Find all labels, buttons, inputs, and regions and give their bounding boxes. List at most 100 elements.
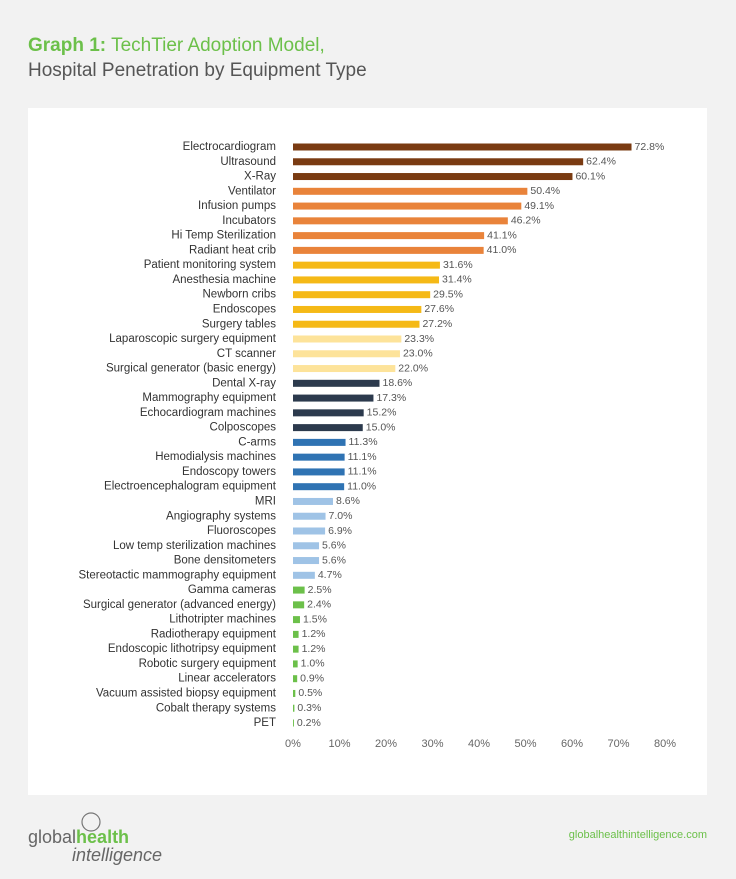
- value-label: 0.2%: [297, 717, 321, 729]
- value-label: 31.4%: [442, 274, 472, 286]
- y-tick-label: Electroencephalogram equipment: [104, 481, 277, 493]
- bar: [293, 557, 320, 565]
- bar: [293, 424, 363, 432]
- y-tick-label: Radiotherapy equipment: [151, 628, 277, 640]
- value-label: 11.1%: [348, 466, 377, 478]
- bar: [293, 365, 396, 373]
- value-label: 7.0%: [329, 510, 353, 522]
- value-label: 22.0%: [398, 362, 428, 374]
- y-tick-label: Robotic surgery equipment: [139, 658, 277, 670]
- bar: [293, 320, 420, 328]
- y-tick-label: Patient monitoring system: [144, 259, 276, 271]
- value-label: 23.0%: [403, 348, 433, 360]
- y-tick-label: Colposcopes: [210, 422, 277, 434]
- y-tick-label: PET: [254, 717, 276, 729]
- value-label: 17.3%: [376, 392, 406, 404]
- value-label: 18.6%: [382, 377, 412, 389]
- bar: [293, 571, 315, 579]
- bar: [293, 689, 296, 697]
- bar: [293, 468, 345, 476]
- bar: [293, 217, 508, 225]
- chart-title: TechTier Adoption Model,: [111, 35, 325, 56]
- y-tick-label: Endoscopes: [213, 303, 277, 315]
- value-label: 27.2%: [422, 318, 452, 330]
- bar: [293, 276, 440, 284]
- value-label: 23.3%: [404, 333, 434, 345]
- y-tick-label: Newborn cribs: [203, 289, 277, 301]
- logo-health: health: [76, 827, 129, 847]
- y-tick-label: Lithotripter machines: [169, 614, 276, 626]
- y-tick-label: Anesthesia machine: [172, 274, 276, 286]
- bar: [293, 645, 299, 653]
- bar: [293, 158, 584, 166]
- logo-global: global: [28, 827, 76, 847]
- y-tick-label: Angiography systems: [166, 510, 276, 522]
- value-label: 1.0%: [301, 658, 325, 670]
- value-label: 1.2%: [302, 643, 326, 655]
- value-label: 0.5%: [298, 687, 322, 699]
- y-tick-label: Stereotactic mammography equipment: [78, 569, 276, 581]
- x-tick-label: 30%: [421, 738, 443, 750]
- logo: globalhealth intelligence: [28, 812, 162, 865]
- title-prefix: Graph 1:: [28, 35, 106, 56]
- y-tick-label: Surgery tables: [202, 318, 276, 330]
- value-label: 62.4%: [586, 156, 616, 168]
- y-tick-label: Surgical generator (basic energy): [106, 363, 276, 375]
- bar: [293, 350, 400, 358]
- value-label: 5.6%: [322, 554, 346, 566]
- y-tick-label: Electrocardiogram: [183, 141, 276, 153]
- value-label: 29.5%: [433, 288, 463, 300]
- value-label: 2.4%: [307, 599, 331, 611]
- bar: [293, 453, 345, 461]
- chart-subtitle: Hospital Penetration by Equipment Type: [28, 60, 367, 81]
- y-tick-label: Hi Temp Sterilization: [171, 230, 276, 242]
- bar: [293, 173, 573, 181]
- y-tick-label: Linear accelerators: [178, 673, 276, 685]
- y-tick-label: Bone densitometers: [174, 555, 277, 567]
- y-tick-label: Fluoroscopes: [207, 525, 276, 537]
- chart-title-line: Graph 1: TechTier Adoption Model,: [28, 35, 325, 56]
- y-tick-label: MRI: [255, 495, 276, 507]
- bar: [293, 483, 345, 491]
- y-tick-label: Endoscopic lithotripsy equipment: [108, 643, 277, 655]
- bar: [293, 261, 440, 269]
- value-label: 41.0%: [487, 244, 517, 256]
- bar: [293, 187, 528, 195]
- plot: 0% 10% 20% 30% 40% 50% 60% 70% 80% Electrocardiog…: [78, 141, 676, 750]
- y-tick-label: Ventilator: [228, 185, 276, 197]
- value-label: 6.9%: [328, 525, 352, 537]
- logo-globe: [81, 812, 101, 832]
- bar: [293, 586, 305, 594]
- x-tick-label: 50%: [514, 738, 536, 750]
- value-label: 60.1%: [575, 170, 605, 182]
- bar: [293, 394, 374, 402]
- value-label: 1.2%: [302, 628, 326, 640]
- bar: [293, 305, 422, 313]
- value-label: 41.1%: [487, 229, 517, 241]
- value-label: 0.3%: [297, 702, 321, 714]
- bar: [293, 335, 402, 343]
- y-tick-label: Mammography equipment: [142, 392, 276, 404]
- value-label: 0.9%: [300, 672, 324, 684]
- bar: [293, 291, 431, 299]
- y-tick-label: Endoscopy towers: [182, 466, 276, 478]
- x-tick-label: 20%: [375, 738, 397, 750]
- y-tick-label: Dental X-ray: [212, 377, 276, 389]
- y-tick-label: Radiant heat crib: [189, 244, 276, 256]
- value-label: 46.2%: [511, 215, 541, 227]
- y-tick-label: CT scanner: [217, 348, 276, 360]
- bar: [293, 704, 295, 712]
- footer-url: globalhealthintelligence.com: [569, 829, 707, 841]
- bar: [293, 719, 294, 727]
- bar: [293, 601, 305, 609]
- value-label: 15.0%: [366, 421, 396, 433]
- value-label: 8.6%: [336, 495, 360, 507]
- value-label: 1.5%: [303, 613, 327, 625]
- value-label: 11.0%: [347, 480, 376, 492]
- bar: [293, 202, 522, 210]
- bar: [293, 438, 346, 446]
- y-tick-label: Ultrasound: [220, 156, 276, 168]
- x-tick-label: 70%: [607, 738, 629, 750]
- y-tick-label: Hemodialysis machines: [155, 451, 276, 463]
- y-tick-label: Echocardiogram machines: [140, 407, 276, 419]
